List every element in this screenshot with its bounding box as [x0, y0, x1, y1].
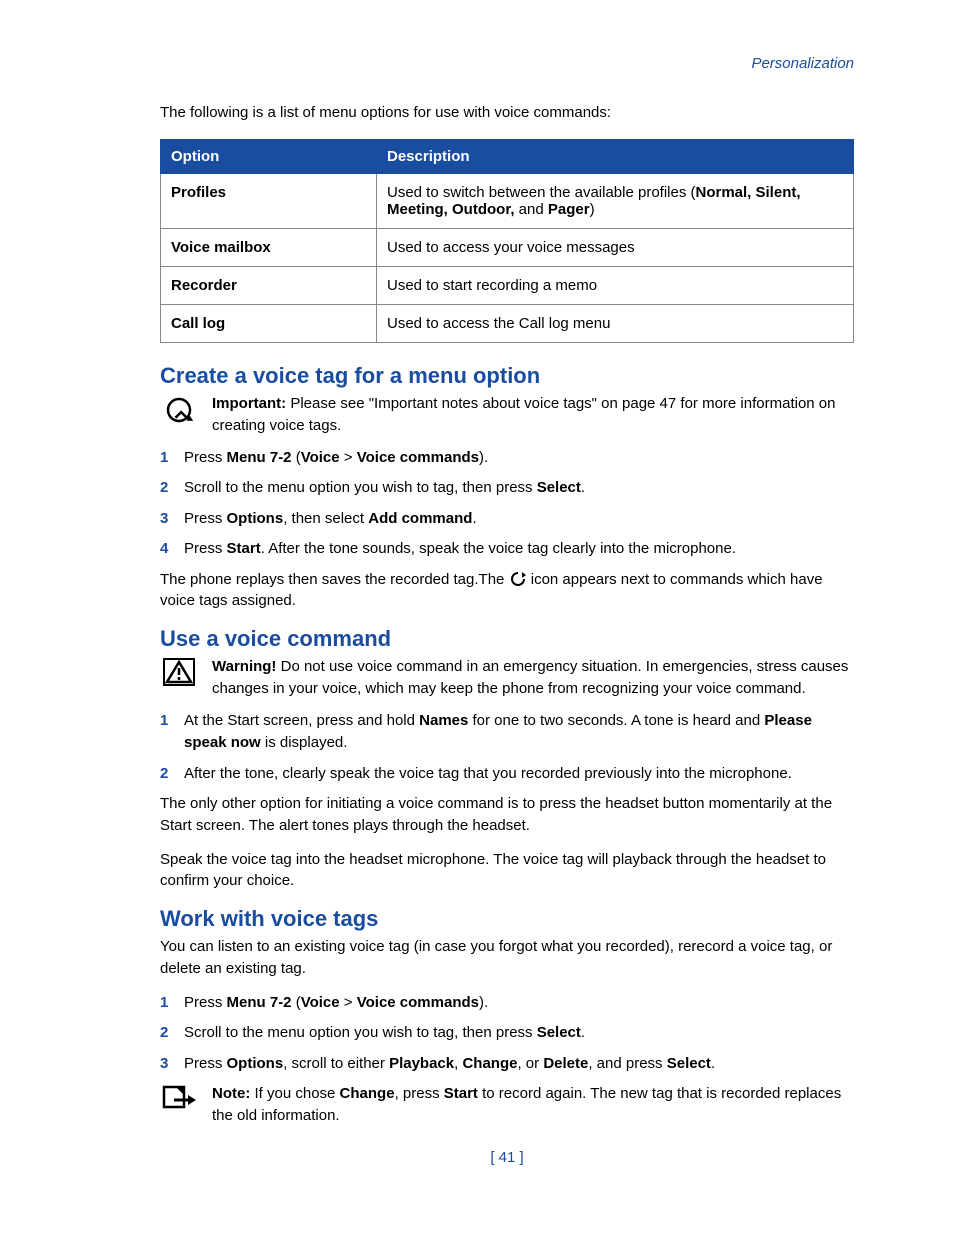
options-table: Option Description Profiles Used to swit… [160, 139, 854, 343]
desc-cell: Used to access the Call log menu [377, 305, 854, 343]
important-text: Important: Please see "Important notes a… [212, 393, 854, 437]
note-text: Note: If you chose Change, press Start t… [212, 1083, 854, 1127]
note-icon [160, 1083, 198, 1111]
section-title-work: Work with voice tags [160, 906, 854, 932]
table-row: Recorder Used to start recording a memo [161, 267, 854, 305]
option-cell: Voice mailbox [161, 229, 377, 267]
work-steps: 1Press Menu 7-2 (Voice > Voice commands)… [160, 992, 854, 1076]
desc-cell: Used to start recording a memo [377, 267, 854, 305]
step-item: 3Press Options, scroll to either Playbac… [160, 1053, 854, 1076]
step-item: 2Scroll to the menu option you wish to t… [160, 1022, 854, 1045]
page-number: [ 41 ] [160, 1149, 854, 1166]
important-icon [160, 393, 198, 425]
use-para1: The only other option for initiating a v… [160, 793, 854, 837]
important-callout: Important: Please see "Important notes a… [160, 393, 854, 437]
option-cell: Call log [161, 305, 377, 343]
table-row: Voice mailbox Used to access your voice … [161, 229, 854, 267]
step-item: 2After the tone, clearly speak the voice… [160, 763, 854, 786]
warning-text: Warning! Do not use voice command in an … [212, 656, 854, 700]
step-item: 4Press Start. After the tone sounds, spe… [160, 538, 854, 561]
create-steps: 1Press Menu 7-2 (Voice > Voice commands)… [160, 447, 854, 561]
use-para2: Speak the voice tag into the headset mic… [160, 849, 854, 893]
warning-icon [160, 656, 198, 688]
desc-cell: Used to switch between the available pro… [377, 174, 854, 229]
step-item: 2Scroll to the menu option you wish to t… [160, 477, 854, 500]
step-item: 3Press Options, then select Add command. [160, 508, 854, 531]
table-row: Call log Used to access the Call log men… [161, 305, 854, 343]
table-header-option: Option [161, 140, 377, 174]
section-title-create: Create a voice tag for a menu option [160, 363, 854, 389]
table-header-description: Description [377, 140, 854, 174]
page: Personalization The following is a list … [0, 0, 954, 1248]
step-item: 1Press Menu 7-2 (Voice > Voice commands)… [160, 992, 854, 1015]
table-row: Profiles Used to switch between the avai… [161, 174, 854, 229]
desc-cell: Used to access your voice messages [377, 229, 854, 267]
section-title-use: Use a voice command [160, 626, 854, 652]
warning-callout: Warning! Do not use voice command in an … [160, 656, 854, 700]
page-header: Personalization [160, 55, 854, 72]
intro-text: The following is a list of menu options … [160, 104, 854, 121]
step-item: 1At the Start screen, press and hold Nam… [160, 710, 854, 755]
create-para: The phone replays then saves the recorde… [160, 569, 854, 613]
option-cell: Recorder [161, 267, 377, 305]
work-intro: You can listen to an existing voice tag … [160, 936, 854, 980]
option-cell: Profiles [161, 174, 377, 229]
use-steps: 1At the Start screen, press and hold Nam… [160, 710, 854, 786]
note-callout: Note: If you chose Change, press Start t… [160, 1083, 854, 1127]
step-item: 1Press Menu 7-2 (Voice > Voice commands)… [160, 447, 854, 470]
voice-tag-icon [509, 571, 527, 587]
